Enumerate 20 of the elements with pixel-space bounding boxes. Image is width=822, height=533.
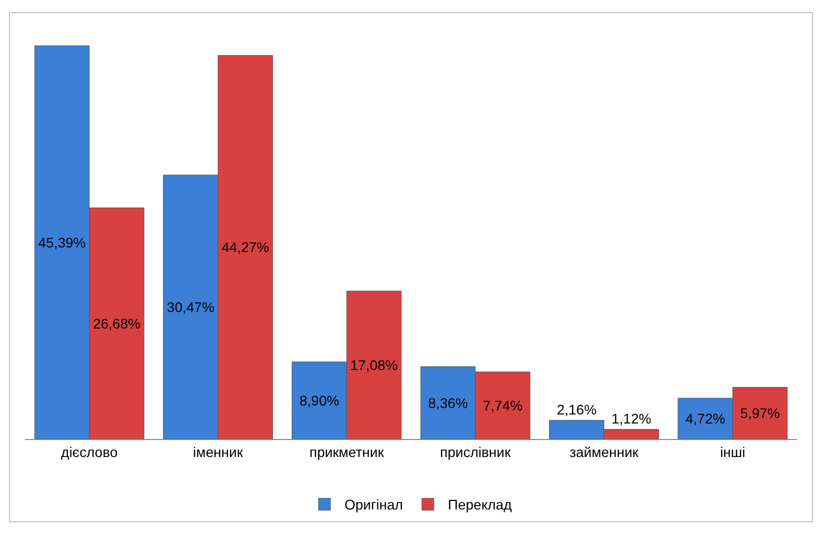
data-label: 45,39%: [38, 234, 86, 250]
x-tick-label: дієслово: [61, 444, 118, 460]
legend-label: Переклад: [448, 496, 512, 513]
data-label: 26,68%: [92, 315, 140, 332]
data-label: 1,12%: [611, 410, 652, 426]
x-tick-label: прикметник: [309, 444, 385, 460]
x-tick-label: прислівник: [440, 444, 512, 460]
x-tick-label: іменник: [193, 444, 244, 460]
data-label: 2,16%: [556, 401, 597, 418]
data-label: 4,72%: [685, 410, 726, 427]
x-tick-label: займенник: [570, 444, 640, 460]
legend-label: Оригінал: [344, 496, 403, 513]
data-label: 8,36%: [428, 394, 468, 411]
data-label: 5,97%: [740, 405, 780, 422]
data-label: 17,08%: [350, 357, 398, 373]
data-label: 30,47%: [166, 298, 214, 315]
data-label: 8,90%: [299, 392, 340, 408]
x-tick-label: інші: [720, 444, 746, 460]
data-label: 44,27%: [222, 239, 270, 256]
data-label: 7,74%: [482, 397, 523, 414]
